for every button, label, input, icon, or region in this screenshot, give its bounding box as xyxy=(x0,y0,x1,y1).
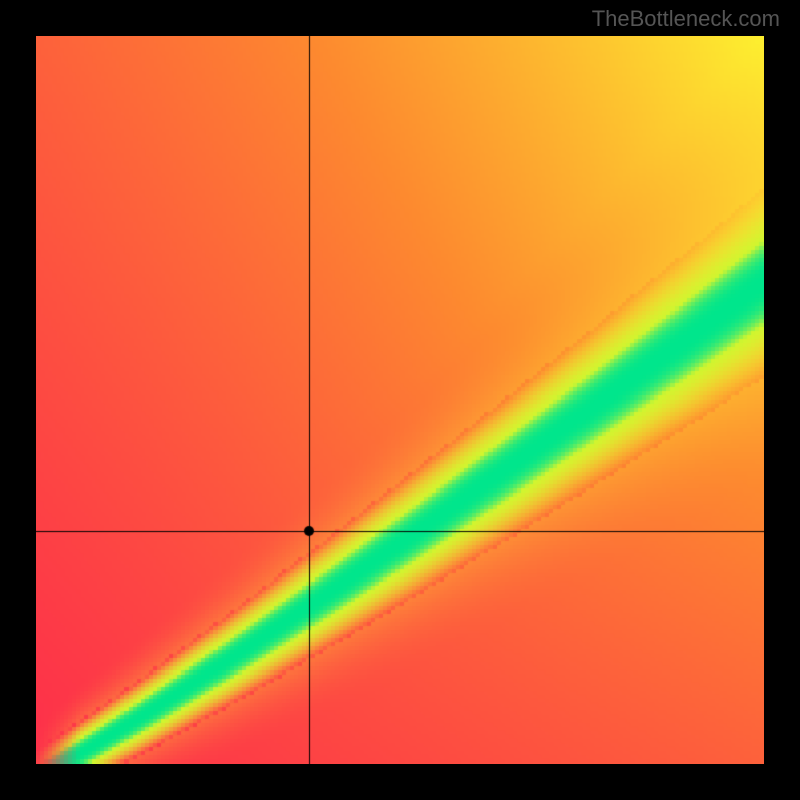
plot-area xyxy=(36,36,764,764)
chart-container: TheBottleneck.com xyxy=(0,0,800,800)
watermark-text: TheBottleneck.com xyxy=(592,6,780,32)
heatmap-canvas xyxy=(36,36,764,764)
